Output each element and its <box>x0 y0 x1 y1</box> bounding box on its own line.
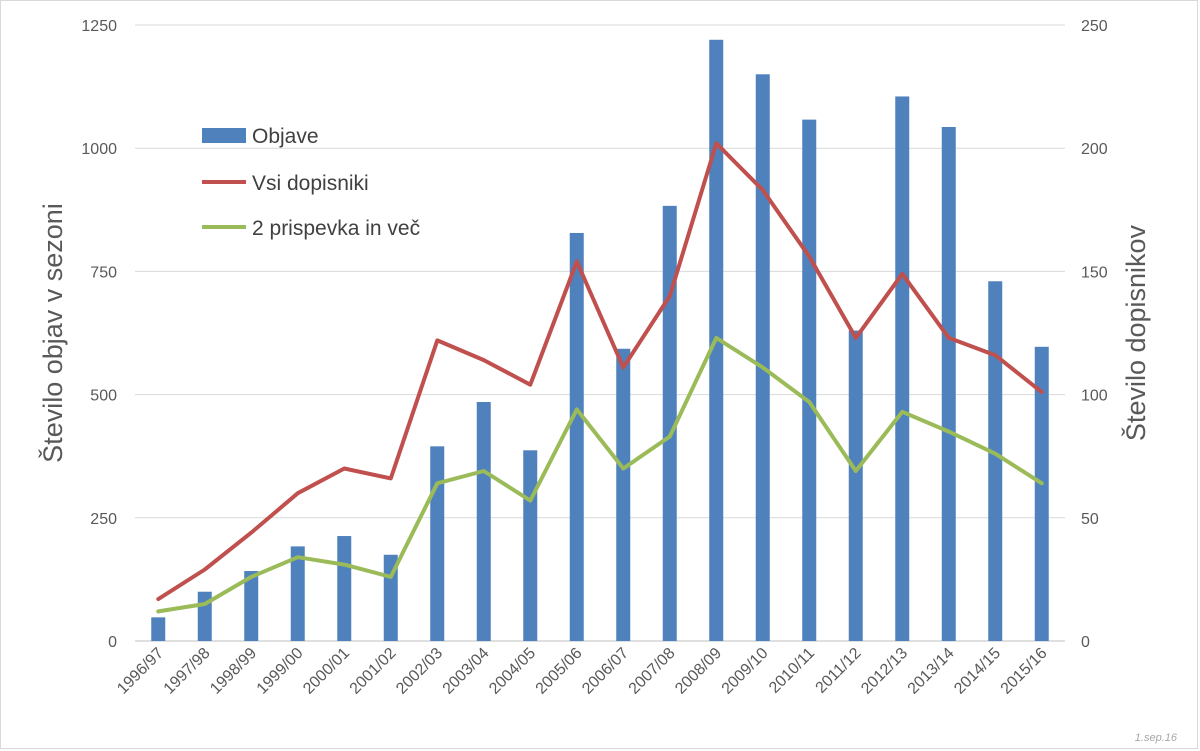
x-tick-label: 2014/15 <box>951 645 1004 698</box>
bar-objave <box>337 536 352 641</box>
x-tick-label: 2009/10 <box>719 645 772 698</box>
right-tick-label: 150 <box>1081 264 1108 281</box>
bar-objave <box>569 232 584 641</box>
bar-objave <box>895 96 910 642</box>
x-tick-label: 1999/00 <box>254 645 307 698</box>
line-vsi-dopisniki <box>156 141 1044 602</box>
left-axis-title: Število objav v sezoni <box>37 203 68 463</box>
x-tick-label: 2007/08 <box>626 645 679 698</box>
right-tick-label: 250 <box>1081 18 1108 35</box>
left-axis-ticks: 0 250 500 750 1000 1250 <box>81 18 117 651</box>
x-tick-label: 2000/01 <box>300 645 353 698</box>
bar-objave <box>151 617 166 641</box>
right-axis-title: Število dopisnikov <box>1120 224 1151 441</box>
bar-objave <box>290 546 305 641</box>
x-axis-ticks: 1996/971997/981998/991999/002000/012001/… <box>114 645 1050 698</box>
bar-objave <box>476 401 491 641</box>
left-tick-label: 750 <box>90 264 117 281</box>
bar-objave <box>616 348 631 641</box>
x-tick-label: 1998/99 <box>207 645 260 698</box>
bar-objave <box>430 446 445 641</box>
right-axis-ticks: 0 50 100 150 200 250 <box>1081 18 1108 651</box>
x-tick-label: 2004/05 <box>486 645 539 698</box>
bar-objave <box>988 281 1003 641</box>
bar-objave <box>662 205 677 641</box>
x-tick-label: 2003/04 <box>440 645 493 698</box>
right-tick-label: 0 <box>1081 634 1090 651</box>
x-tick-label: 2015/16 <box>998 645 1051 698</box>
x-tick-label: 2010/11 <box>766 645 818 697</box>
x-tick-label: 2005/06 <box>533 645 586 698</box>
left-tick-label: 250 <box>90 511 117 528</box>
x-tick-label: 2011/12 <box>812 645 864 697</box>
legend-label-2-prispevka: 2 prispevka in več <box>252 217 420 240</box>
x-tick-label: 1996/97 <box>114 645 167 698</box>
left-tick-label: 1250 <box>81 18 117 35</box>
left-tick-label: 500 <box>90 388 117 405</box>
x-tick-label: 2006/07 <box>579 645 632 698</box>
bar-objave <box>941 127 956 642</box>
x-tick-label: 2008/09 <box>672 645 725 698</box>
legend-label-vsi-dopisniki: Vsi dopisniki <box>252 172 369 195</box>
line-2-prispevka <box>156 335 1044 614</box>
bar-objave <box>244 571 259 641</box>
legend-swatch-objave <box>202 128 246 143</box>
x-tick-label: 2013/14 <box>905 645 958 698</box>
x-tick-label: 2012/13 <box>858 645 911 698</box>
line-series <box>156 141 1044 614</box>
x-tick-label: 2001/02 <box>347 645 400 698</box>
bar-series-objave <box>151 39 1049 642</box>
bar-objave <box>755 74 770 641</box>
x-tick-label: 1997/98 <box>161 645 214 698</box>
bar-objave <box>1034 346 1049 641</box>
bar-objave <box>523 450 538 641</box>
bar-objave <box>802 119 817 641</box>
left-tick-label: 0 <box>108 634 117 651</box>
legend: Objave Vsi dopisniki 2 prispevka in več <box>202 125 420 240</box>
bar-objave <box>848 330 863 641</box>
left-tick-label: 1000 <box>81 141 117 158</box>
right-tick-label: 50 <box>1081 511 1099 528</box>
right-tick-label: 200 <box>1081 141 1108 158</box>
legend-label-objave: Objave <box>252 125 319 148</box>
gridlines <box>135 24 1065 642</box>
right-tick-label: 100 <box>1081 388 1108 405</box>
footnote-date: 1.sep.16 <box>1135 732 1178 744</box>
x-tick-label: 2002/03 <box>393 645 446 698</box>
